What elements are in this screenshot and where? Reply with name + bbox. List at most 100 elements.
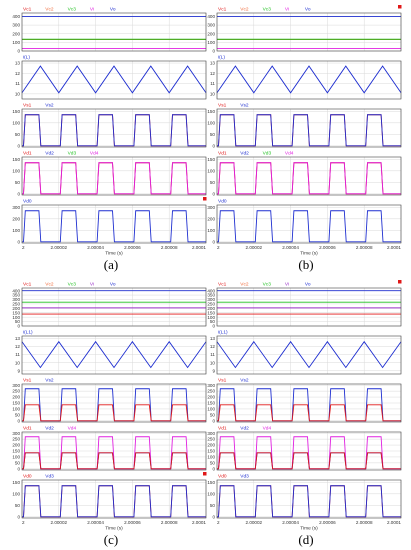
y-tick-label: 50 [15, 503, 21, 508]
y-tick-label: 150 [12, 480, 20, 485]
y-tick-label: 200 [12, 216, 20, 221]
y-tick-label: 10 [210, 360, 216, 365]
x-tick-label: 2.00008 [356, 245, 373, 250]
y-tick-label: 0 [212, 143, 215, 148]
y-tick-label: 100 [12, 120, 20, 125]
series-Vs2 [217, 114, 401, 147]
legend-label: Vd2 [45, 151, 54, 157]
y-tick-label: 0 [17, 239, 20, 244]
y-tick-label: 0 [212, 466, 215, 471]
legend-label: Vd4 [68, 426, 77, 432]
panel-a-4: Vd0 0 100 200 300 [12, 197, 207, 244]
y-tick-label: 0 [212, 324, 215, 329]
y-tick-label: 10 [15, 91, 21, 96]
legend-label: Vd4 [285, 151, 294, 157]
y-tick-label: 250 [12, 389, 20, 394]
legend-label: Vs1 [23, 103, 32, 109]
plot-frame [21, 335, 207, 375]
legend-label: Vd3 [240, 474, 249, 480]
y-tick-label: 250 [207, 302, 215, 307]
legend-label: Vc3 [263, 7, 272, 13]
marker-square [398, 5, 402, 9]
legend-label: Vo [305, 282, 311, 288]
y-tick-label: 150 [207, 310, 215, 315]
panel-a-2: Vs1 Vs2 0 50 100 150 [12, 103, 207, 148]
y-tick-label: 50 [15, 460, 21, 465]
y-tick-label: 150 [12, 310, 20, 315]
caption-b: (b) [298, 257, 314, 272]
plot-frame [216, 335, 402, 375]
legend-label: Vc1 [23, 282, 32, 288]
x-axis-label: Time (s) [300, 526, 318, 532]
y-tick-label: 150 [12, 401, 20, 406]
legend-label: i(L) [218, 55, 225, 61]
x-tick-label: 2 [217, 245, 220, 250]
series-Vd3 [217, 485, 401, 518]
y-tick-label: 0 [17, 466, 20, 471]
y-tick-label: 250 [12, 437, 20, 442]
y-tick-label: 250 [12, 302, 20, 307]
panel-c-4: Vd0 Vd3 0 50 100 150 [12, 472, 207, 519]
legend-label: Vo [110, 282, 116, 288]
series-Vd4 [22, 162, 206, 195]
series-Vd1 [217, 452, 401, 470]
legend-label: Vi [90, 7, 94, 13]
chart-b: Vc1 Vc2 Vc3 Vi Vo0100200300400i(L)10111213Vs… [207, 5, 402, 257]
y-tick-label: 50 [210, 319, 216, 324]
y-tick-label: 13 [15, 61, 21, 66]
plot-frame [216, 204, 402, 244]
y-tick-label: 150 [207, 480, 215, 485]
y-tick-label: 300 [12, 23, 20, 28]
x-tick-label: 2.0001 [192, 520, 206, 525]
panel-d-4: Vd0 Vd3 0 50 100 150 [207, 474, 402, 519]
panel-b-1: i(L) 10 11 12 13 [210, 55, 402, 100]
marker-square [203, 197, 207, 201]
x-tick-label: 2.00004 [87, 245, 104, 250]
plot-frame [216, 479, 402, 519]
plot-frame [21, 204, 207, 244]
y-tick-label: 200 [12, 31, 20, 36]
y-tick-label: 100 [207, 40, 215, 45]
legend-label: Vd1 [23, 151, 32, 157]
legend-label: Vd4 [90, 151, 99, 157]
x-tick-label: 2.00008 [161, 245, 178, 250]
y-tick-label: 300 [207, 431, 215, 436]
y-tick-label: 200 [207, 395, 215, 400]
marker-square [398, 280, 402, 284]
y-tick-label: 50 [15, 180, 21, 185]
y-tick-label: 11 [210, 352, 215, 357]
y-tick-label: 200 [207, 306, 215, 311]
y-tick-label: 100 [207, 491, 215, 496]
y-tick-label: 100 [12, 491, 20, 496]
legend-label: Vd2 [240, 426, 249, 432]
y-tick-label: 400 [207, 14, 215, 19]
x-tick-label: 2.00004 [282, 520, 299, 525]
y-tick-label: 200 [12, 306, 20, 311]
legend-label: Vd0 [23, 474, 32, 480]
y-tick-label: 150 [207, 157, 215, 162]
legend-label: Vd1 [218, 426, 227, 432]
legend-label: Vd3 [263, 151, 272, 157]
series-Vd1 [22, 452, 206, 470]
x-tick-label: 2 [217, 520, 220, 525]
x-axis-label: Time (s) [105, 526, 123, 532]
y-tick-label: 300 [207, 205, 215, 210]
legend-label: Vc3 [68, 282, 77, 288]
legend-label: Vc3 [68, 7, 77, 13]
legend-label: Vd4 [263, 426, 272, 432]
y-tick-label: 0 [17, 324, 20, 329]
y-tick-label: 100 [12, 315, 20, 320]
y-tick-label: 300 [12, 383, 20, 388]
panel-b-0: Vc1 Vc2 Vc3 Vi Vo 0 100 200 300 400 [207, 5, 402, 54]
y-tick-label: 300 [207, 23, 215, 28]
series-Vs2 [217, 388, 401, 422]
legend-label: Vc2 [240, 7, 249, 13]
legend-label: Vd0 [218, 474, 227, 480]
x-tick-label: 2.0001 [387, 245, 401, 250]
x-tick-label: 2.00006 [319, 520, 336, 525]
y-tick-label: 0 [212, 191, 215, 196]
